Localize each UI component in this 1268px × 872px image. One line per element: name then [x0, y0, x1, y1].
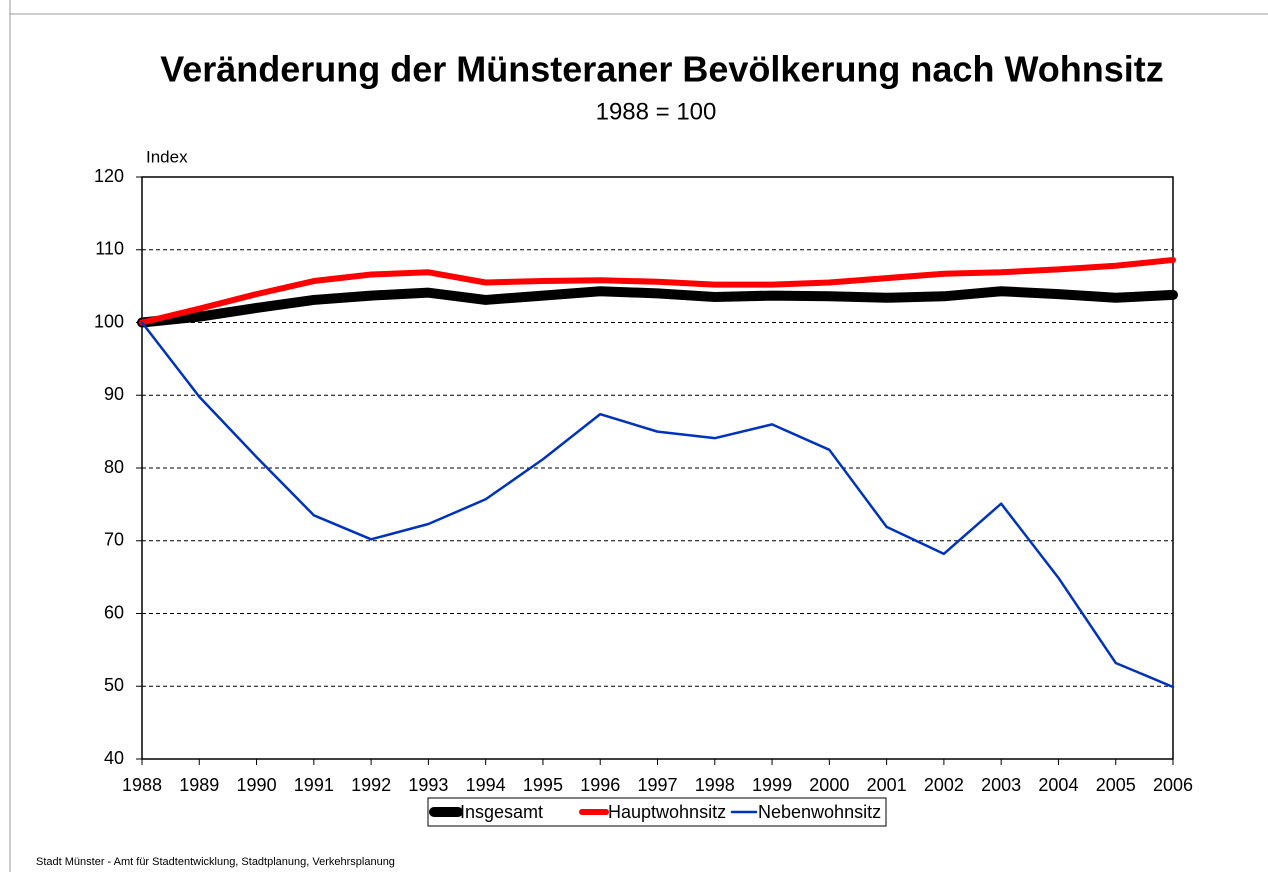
- legend-box: [427, 797, 887, 827]
- y-axis-label: Index: [146, 147, 188, 166]
- x-tick-label: 1988: [122, 775, 162, 795]
- legend-label: Insgesamt: [460, 802, 543, 822]
- series-line: [137, 286, 1178, 328]
- chart-subtitle: 1988 = 100: [596, 98, 717, 125]
- x-tick-label: 1989: [179, 775, 219, 795]
- legend-label: Hauptwohnsitz: [608, 802, 726, 822]
- y-tick-label: 110: [95, 239, 124, 259]
- x-tick-label: 2006: [1153, 775, 1193, 795]
- chart-title: Veränderung der Münsteraner Bevölkerung …: [160, 49, 1164, 90]
- y-tick-label: 50: [104, 675, 124, 695]
- y-tick-label: 80: [104, 457, 124, 477]
- x-tick-label: 2003: [981, 775, 1021, 795]
- x-tick-label: 1995: [523, 775, 563, 795]
- x-tick-label: 1993: [408, 775, 448, 795]
- x-tick-label: 2001: [867, 775, 907, 795]
- x-tick-label: 2005: [1096, 775, 1136, 795]
- x-tick-label: 1990: [237, 775, 277, 795]
- source-note: Stadt Münster - Amt für Stadtentwicklung…: [36, 856, 395, 868]
- y-tick-label: 120: [94, 166, 124, 186]
- y-tick-label: 100: [94, 311, 124, 331]
- series-line: [139, 256, 1176, 326]
- series-line: [140, 321, 1175, 689]
- x-tick-label: 1997: [637, 775, 677, 795]
- x-tick-label: 1996: [580, 775, 620, 795]
- x-tick-label: 1992: [351, 775, 391, 795]
- x-tick-label: 1994: [466, 775, 506, 795]
- y-tick-label: 40: [104, 748, 124, 768]
- x-tick-label: 1991: [294, 775, 334, 795]
- y-tick-label: 60: [104, 602, 124, 622]
- x-tick-label: 1998: [695, 775, 735, 795]
- x-tick-label: 2002: [924, 775, 964, 795]
- y-tick-label: 70: [104, 530, 124, 550]
- x-tick-label: 1999: [752, 775, 792, 795]
- x-tick-label: 2000: [809, 775, 849, 795]
- x-tick-label: 2004: [1038, 775, 1078, 795]
- plot-frame: [141, 176, 1174, 760]
- y-tick-label: 90: [104, 384, 124, 404]
- legend-label: Nebenwohnsitz: [758, 802, 881, 822]
